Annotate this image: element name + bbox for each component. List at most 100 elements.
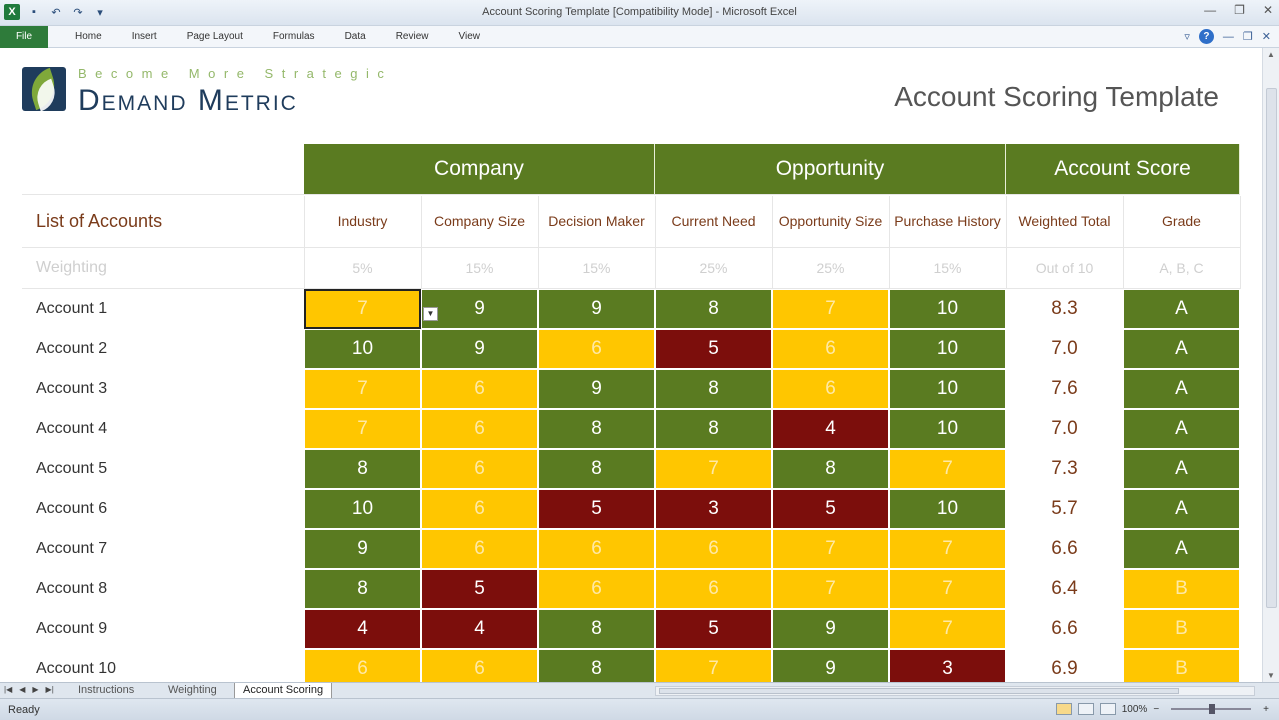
scroll-down-icon[interactable]: ▼ [1267,671,1275,680]
score-cell[interactable]: 7 [889,609,1006,649]
account-name[interactable]: Account 6 [36,500,108,517]
weighted-total-cell[interactable]: 6.6 [1051,538,1078,559]
restore-icon[interactable]: ❐ [1234,3,1245,17]
grade-cell[interactable]: A [1123,529,1240,569]
score-cell[interactable]: 6 [538,569,655,609]
score-cell[interactable]: 10 [304,489,421,529]
score-cell[interactable]: 7 [655,649,772,682]
score-cell[interactable]: 3 [655,489,772,529]
score-cell[interactable]: 3 [889,649,1006,682]
redo-icon[interactable]: ↷ [73,6,83,19]
score-cell[interactable]: 10 [889,289,1006,329]
ribbon-tab-view[interactable]: View [458,31,480,42]
account-name[interactable]: Account 4 [36,420,108,437]
vertical-scroll-thumb[interactable] [1266,88,1277,608]
score-cell[interactable]: 9 [772,649,889,682]
grade-cell[interactable]: A [1123,369,1240,409]
zoom-level[interactable]: 100% [1121,703,1148,715]
score-cell[interactable]: 7 [655,449,772,489]
minimize-ribbon-icon[interactable]: ▿ [1184,31,1190,43]
horizontal-scroll-thumb[interactable] [659,688,1179,694]
score-cell[interactable]: 4 [772,409,889,449]
score-cell[interactable]: 6 [655,569,772,609]
score-cell[interactable]: 6 [421,529,538,569]
score-cell[interactable]: 7 [304,409,421,449]
score-cell[interactable]: 4 [304,609,421,649]
ribbon-tab-file[interactable]: File [0,26,48,48]
score-cell[interactable]: 8 [772,449,889,489]
grade-cell[interactable]: B [1123,569,1240,609]
weighted-total-cell[interactable]: 7.0 [1051,418,1078,439]
score-cell[interactable]: 6 [421,369,538,409]
grade-cell[interactable]: A [1123,449,1240,489]
score-cell[interactable]: 9 [538,369,655,409]
sheet-tab-account-scoring[interactable]: Account Scoring [234,683,333,698]
score-cell[interactable]: 6 [538,329,655,369]
weighted-total-cell[interactable]: 7.0 [1051,338,1078,359]
score-cell[interactable]: 8 [538,409,655,449]
normal-view-button[interactable] [1055,703,1072,715]
grade-cell[interactable]: A [1123,329,1240,369]
score-cell[interactable]: 8 [538,449,655,489]
account-name[interactable]: Account 9 [36,620,108,637]
score-cell[interactable]: 7 [889,449,1006,489]
worksheet[interactable]: Become More Strategic Demand Metric Acco… [0,48,1262,682]
score-cell[interactable]: 6 [772,369,889,409]
score-cell[interactable]: 6 [421,489,538,529]
help-icon[interactable]: ? [1198,29,1214,44]
ribbon-tab-formulas[interactable]: Formulas [272,31,315,42]
score-cell[interactable]: 8 [655,369,772,409]
score-cell[interactable]: 6 [304,649,421,682]
scroll-up-icon[interactable]: ▲ [1267,50,1275,59]
score-cell[interactable]: 10 [889,329,1006,369]
score-cell[interactable]: 5 [655,329,772,369]
account-name[interactable]: Account 7 [36,540,108,557]
ribbon-tab-data[interactable]: Data [344,31,366,42]
workbook-minimize-icon[interactable]: — [1222,30,1234,43]
score-cell[interactable]: 5 [655,609,772,649]
score-cell[interactable]: 4 [421,609,538,649]
weighted-total-cell[interactable]: 6.4 [1051,578,1078,599]
ribbon-tab-home[interactable]: Home [75,31,102,42]
weighted-total-cell[interactable]: 7.6 [1051,378,1078,399]
weighted-total-cell[interactable]: 6.6 [1051,618,1078,639]
score-cell[interactable]: 8 [304,449,421,489]
last-sheet-icon[interactable]: ▶| [45,685,54,694]
score-cell[interactable]: 8 [655,289,772,329]
page-break-view-button[interactable] [1099,703,1116,715]
sheet-tab-weighting[interactable]: Weighting [168,684,217,696]
score-cell[interactable]: 5 [538,489,655,529]
score-cell[interactable]: 5 [772,489,889,529]
score-cell[interactable]: 10 [889,489,1006,529]
page-layout-view-button[interactable] [1077,703,1094,715]
grade-cell[interactable]: B [1123,649,1240,682]
ribbon-tab-page-layout[interactable]: Page Layout [186,31,243,42]
score-cell[interactable]: 5 [421,569,538,609]
score-cell[interactable]: 8 [538,609,655,649]
score-cell[interactable]: 10 [304,329,421,369]
close-icon[interactable]: ✕ [1262,3,1273,17]
score-cell[interactable]: 9 [421,329,538,369]
account-name[interactable]: Account 2 [36,340,108,357]
account-name[interactable]: Account 10 [36,660,117,677]
vertical-scrollbar[interactable]: ▲ ▼ [1262,48,1279,682]
score-cell[interactable]: 6 [772,329,889,369]
score-cell[interactable]: 9 [538,289,655,329]
workbook-close-icon[interactable]: ✕ [1261,31,1271,43]
weighted-total-cell[interactable]: 7.3 [1051,458,1078,479]
score-cell[interactable]: 8 [538,649,655,682]
weighted-total-cell[interactable]: 5.7 [1051,498,1078,519]
cell-dropdown-icon[interactable]: ▼ [423,307,438,321]
score-cell[interactable]: 6 [421,449,538,489]
account-name[interactable]: Account 3 [36,380,108,397]
account-name[interactable]: Account 5 [36,460,108,477]
score-cell[interactable]: 6 [421,409,538,449]
score-cell[interactable]: 9 [421,289,538,329]
account-name[interactable]: Account 1 [36,300,108,317]
score-cell[interactable]: 7 [889,569,1006,609]
minimize-icon[interactable]: — [1204,3,1217,17]
score-cell[interactable]: 10 [889,369,1006,409]
score-cell[interactable]: 8 [655,409,772,449]
weighted-total-cell[interactable]: 6.9 [1051,658,1078,679]
score-cell[interactable]: 6 [655,529,772,569]
